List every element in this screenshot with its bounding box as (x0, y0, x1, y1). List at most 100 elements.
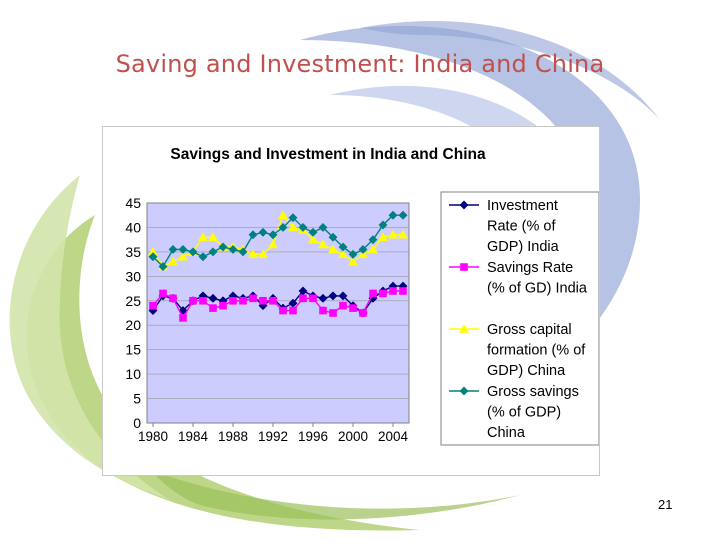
data-point (198, 232, 208, 241)
y-tick-label: 35 (125, 244, 141, 260)
data-point (329, 309, 337, 317)
chart-title: Savings and Investment in India and Chin… (170, 146, 486, 163)
data-point (248, 249, 258, 259)
legend-entry-3: Gross capital formation (% of GDP) China (449, 322, 586, 379)
data-point (199, 296, 207, 305)
data-point (309, 294, 317, 303)
data-point (278, 210, 288, 219)
data-point (328, 232, 338, 242)
page-number: 21 (658, 497, 673, 512)
data-point (179, 314, 187, 322)
data-point (249, 294, 257, 303)
legend-entry-4: Gross savings (% of GDP) China (449, 384, 579, 441)
y-tick-label: 45 (125, 195, 141, 211)
legend-label: Gross savings (487, 384, 579, 400)
data-point (279, 306, 287, 315)
legend-label: GDP) China (487, 363, 566, 379)
series-2 (149, 287, 407, 322)
y-tick-label: 5 (133, 391, 141, 407)
legend-marker (459, 386, 469, 396)
y-tick-label: 25 (125, 293, 141, 309)
x-tick-label: 1988 (218, 429, 248, 444)
y-tick-label: 20 (125, 317, 141, 333)
data-point (208, 247, 218, 257)
data-point (149, 301, 157, 310)
slide-title: Saving and Investment: India and China (115, 50, 605, 78)
data-point (208, 232, 218, 241)
y-tick-label: 0 (133, 415, 141, 431)
data-point (388, 210, 398, 220)
data-point (148, 252, 158, 262)
legend-label: GDP) India (487, 239, 560, 255)
data-point (318, 239, 328, 249)
data-point (208, 293, 218, 303)
data-point (388, 229, 398, 239)
data-point (358, 244, 368, 254)
data-point (318, 222, 328, 232)
x-tick-label: 1992 (258, 429, 288, 444)
data-point (178, 244, 188, 254)
legend-box (440, 191, 599, 446)
data-point (238, 247, 248, 257)
data-point (308, 227, 318, 237)
data-point (299, 294, 307, 303)
data-point (159, 289, 167, 298)
legend-entry-1: Investment Rate (% of GDP) India (449, 198, 560, 255)
legend-label: (% of GD) India (487, 281, 588, 297)
data-point (348, 249, 358, 259)
legend-marker (459, 323, 469, 333)
y-tick-label: 40 (125, 219, 141, 235)
legend-label: Investment (487, 198, 558, 214)
data-point (239, 296, 247, 305)
y-tick-label: 10 (125, 366, 141, 382)
data-point (348, 256, 358, 266)
x-tick-label: 2000 (338, 429, 368, 444)
data-point (338, 249, 348, 259)
legend-label: Gross capital (487, 322, 572, 338)
data-point (339, 301, 347, 310)
data-point (178, 251, 188, 261)
legend-label: Savings Rate (487, 260, 573, 276)
data-point (298, 222, 308, 232)
data-point (368, 235, 378, 245)
data-point (269, 296, 277, 305)
data-point (398, 229, 408, 239)
y-axis: 45 40 35 30 25 20 15 10 5 0 (125, 195, 141, 431)
data-point (168, 256, 178, 266)
data-point (369, 289, 377, 298)
x-tick-label: 1980 (138, 429, 168, 444)
data-point (399, 287, 407, 295)
data-point (379, 289, 387, 298)
data-point (268, 230, 278, 240)
data-point (248, 230, 258, 240)
data-point (258, 249, 268, 259)
data-point (168, 244, 178, 254)
data-point (328, 291, 338, 301)
legend-marker (459, 200, 469, 210)
data-point (288, 213, 298, 223)
data-point (188, 247, 198, 257)
data-point (338, 291, 348, 301)
chart: Savings and Investment in India and Chin… (125, 146, 599, 446)
data-point (359, 309, 367, 317)
data-point (328, 244, 338, 254)
data-point (189, 296, 197, 305)
data-point (229, 296, 237, 305)
data-point (259, 296, 267, 305)
data-point (169, 294, 177, 303)
legend-label: formation (% of (487, 343, 586, 359)
legend-label: China (487, 425, 526, 441)
legend-label: Rate (% of (487, 219, 556, 235)
data-point (289, 306, 297, 315)
data-point (209, 304, 217, 312)
legend-label: (% of GDP) (487, 405, 561, 421)
data-point (378, 220, 388, 230)
data-point (308, 234, 318, 244)
data-point (338, 242, 348, 252)
x-tick-label: 1984 (178, 429, 209, 444)
series-layer (148, 210, 408, 322)
chart-frame: Savings and Investment in India and Chin… (102, 126, 600, 476)
data-point (158, 262, 168, 272)
y-tick-label: 15 (125, 342, 141, 358)
data-point (258, 227, 268, 237)
